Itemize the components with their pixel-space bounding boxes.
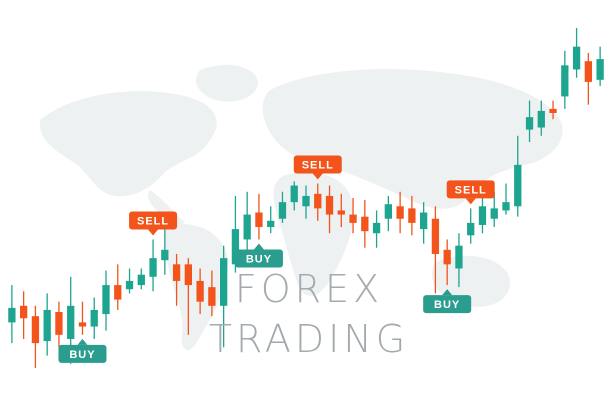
tag-label: SELL (137, 215, 169, 227)
bullish-candle (267, 220, 275, 228)
tag-label: SELL (455, 184, 487, 196)
bearish-candle (255, 212, 263, 228)
tag-pointer (442, 289, 453, 296)
bullish-candle (243, 214, 251, 240)
bearish-candle (172, 264, 181, 281)
bearish-candle (549, 108, 557, 113)
sell-signal-tag: SELL (129, 211, 178, 236)
bullish-candle (137, 274, 145, 286)
bearish-candle (114, 285, 122, 300)
sell-signal-tag: SELL (293, 155, 342, 180)
bullish-candle (420, 212, 428, 230)
bearish-candle (314, 193, 322, 209)
bullish-candle (572, 46, 581, 70)
title-line-forex: FOREX (235, 267, 383, 311)
bullish-candle (372, 222, 381, 234)
bearish-candle (431, 218, 440, 254)
tag-label: BUY (246, 253, 272, 265)
bearish-candle (408, 208, 416, 223)
tag-box (446, 180, 495, 199)
bullish-candle (302, 195, 310, 207)
tag-box (423, 295, 472, 314)
bullish-candle (561, 65, 569, 97)
bearish-candle (20, 305, 28, 319)
bullish-candle (149, 258, 157, 277)
map-south-america (164, 224, 229, 351)
tag-box (293, 155, 342, 174)
tag-pointer (148, 229, 159, 236)
tag-pointer (312, 173, 323, 180)
map-africa (273, 172, 354, 296)
signal-tags: BUY SELL BUY SELL BUY SELL (58, 155, 495, 363)
bullish-candle (384, 204, 392, 219)
bullish-candle (514, 164, 522, 207)
bearish-candle (55, 312, 63, 335)
bullish-candle (290, 185, 298, 203)
bullish-candle (278, 202, 287, 219)
tag-box (129, 211, 178, 230)
tag-label: BUY (434, 299, 460, 311)
bearish-candle (396, 206, 404, 219)
bullish-candle (161, 249, 169, 261)
bullish-candle (125, 280, 134, 290)
buy-signal-tag: BUY (234, 243, 283, 268)
bearish-candle (184, 264, 192, 286)
bearish-candle (361, 216, 369, 232)
tag-pointer (253, 243, 264, 250)
bearish-candle (196, 280, 204, 302)
buy-signal-tag: BUY (423, 289, 472, 314)
tag-box (234, 249, 283, 268)
bearish-candle (443, 249, 451, 265)
tag-label: BUY (69, 349, 95, 361)
bullish-candle (537, 110, 545, 128)
world-map-background (39, 64, 563, 351)
map-europe-asia (262, 69, 563, 209)
bullish-candle (220, 258, 228, 306)
bearish-candle (208, 287, 216, 306)
bearish-candle (78, 322, 87, 327)
map-north-america (39, 91, 217, 197)
bearish-candle (349, 214, 357, 223)
sell-signal-tag: SELL (446, 180, 495, 205)
map-australia (432, 255, 511, 307)
bullish-candle (67, 305, 75, 339)
bullish-candle (525, 117, 534, 130)
bullish-candle (102, 285, 110, 315)
bearish-candle (31, 316, 40, 344)
bullish-candle (467, 222, 475, 236)
tag-pointer (77, 338, 88, 345)
forex-trading-title: FOREX TRADING (209, 267, 409, 361)
bearish-candle (325, 195, 334, 215)
bullish-candle (455, 245, 463, 269)
bullish-candle (43, 309, 51, 342)
bullish-candle (490, 208, 498, 219)
title-line-trading: TRADING (209, 317, 409, 361)
bullish-candle (478, 206, 487, 225)
bullish-candle (596, 59, 604, 80)
tag-label: SELL (302, 159, 334, 171)
map-greenland (195, 64, 258, 102)
bearish-candle (337, 210, 345, 215)
tag-box (58, 344, 107, 363)
bullish-candle (502, 202, 510, 211)
buy-signal-tag: BUY (58, 338, 107, 363)
candle-bodies (8, 46, 604, 344)
bullish-candle (90, 309, 98, 327)
bearish-candle (584, 61, 592, 82)
tag-pointer (465, 198, 476, 205)
bullish-candle (8, 307, 16, 323)
bullish-candle (231, 229, 240, 265)
